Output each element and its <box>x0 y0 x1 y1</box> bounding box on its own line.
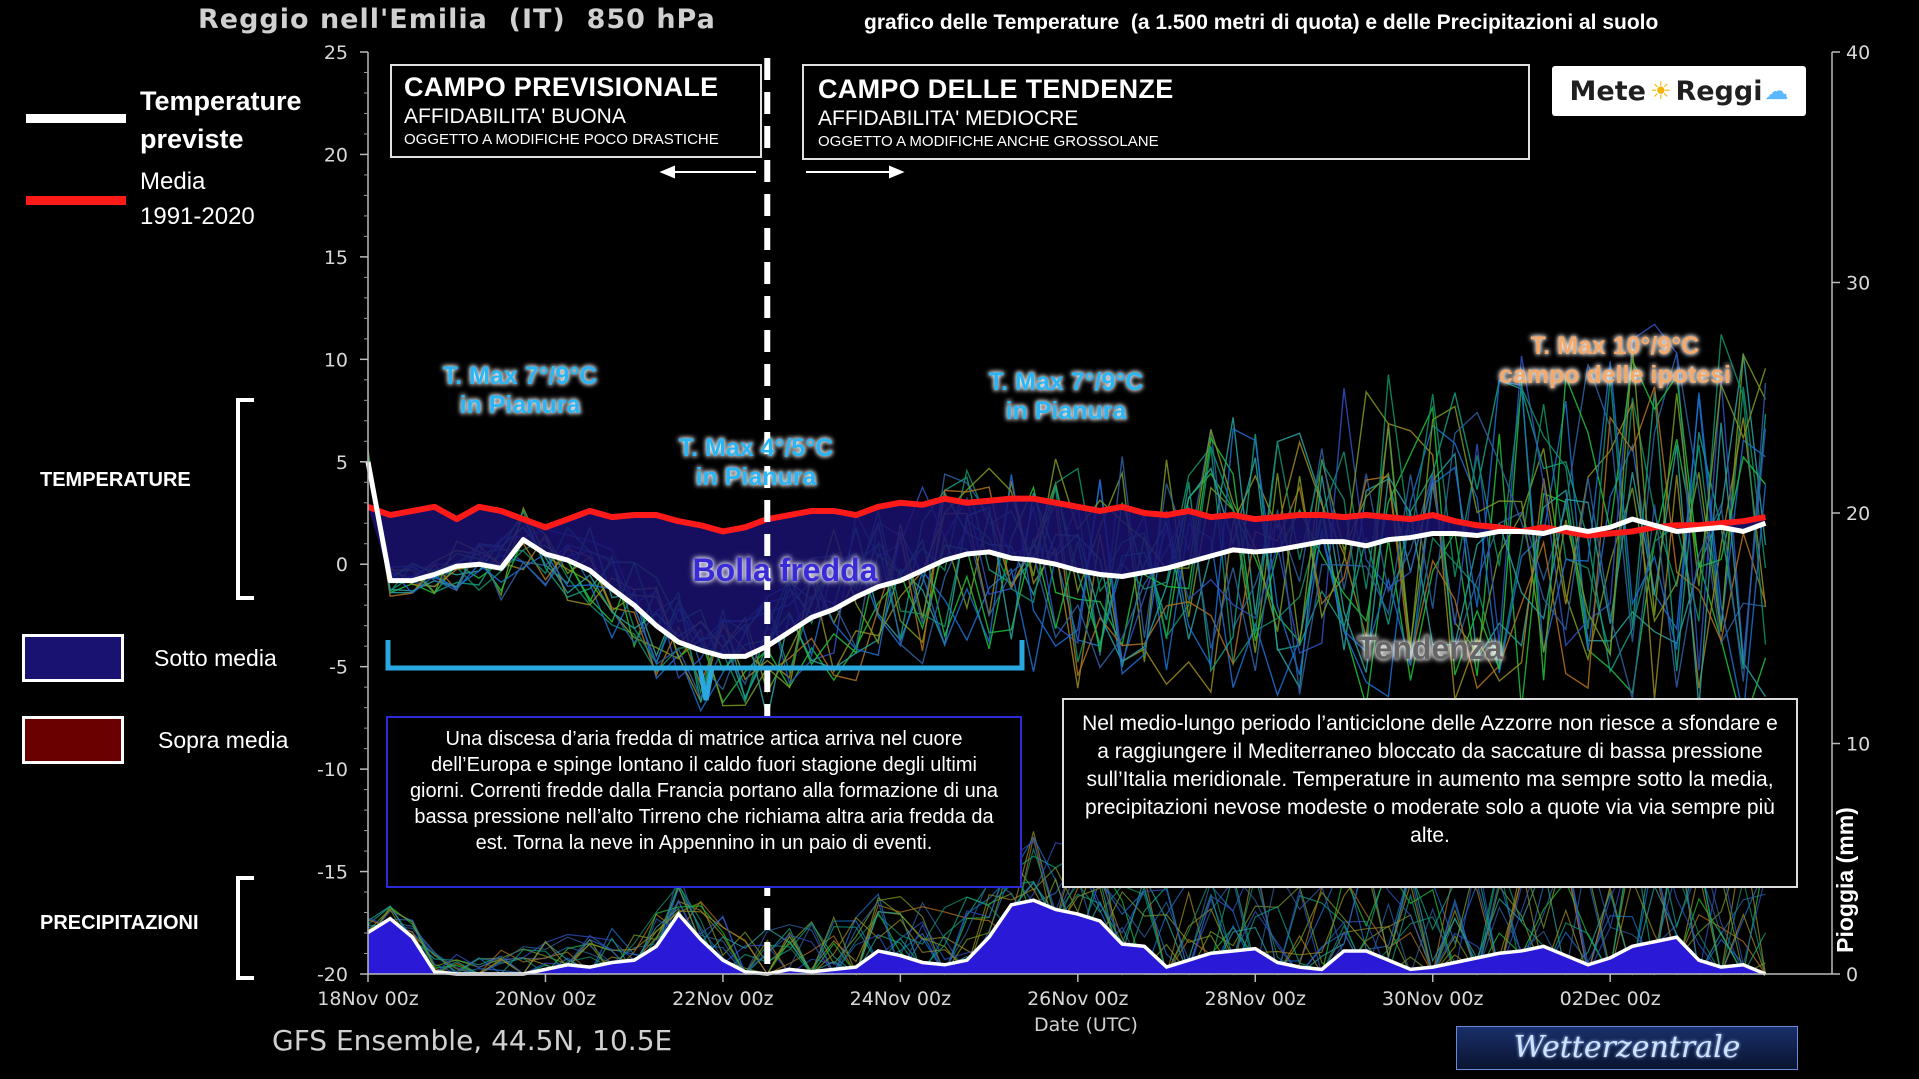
tmax-annotation-1-line2: in Pianura <box>459 391 581 419</box>
precipitation-bracket <box>236 876 254 980</box>
legend-mean-label-2: 1991-2020 <box>140 203 255 230</box>
note-right: Nel medio-lungo periodo l’anticiclone de… <box>1062 698 1798 888</box>
wetterzentrale-brand: Wetterzentrale <box>1456 1026 1798 1070</box>
forecast-field-box: CAMPO PREVISIONALE AFFIDABILITA' BUONA O… <box>390 64 762 158</box>
forecast-temperature-line <box>365 461 1767 659</box>
below-mean-area <box>368 498 1766 657</box>
meteoreggio-logo: Mete ☀ Reggi ☁ <box>1552 66 1806 116</box>
tmax-annotation-3-line1: T. Max 7°/9°C <box>988 368 1144 396</box>
xaxis-title: Date (UTC) <box>1034 1014 1138 1036</box>
y2-tick-label: 40 <box>1846 42 1870 64</box>
forecast-field-reliability: AFFIDABILITA' BUONA <box>404 105 626 128</box>
logo-text-b: Reggi <box>1675 75 1763 107</box>
legend-forecast-label-2: previste <box>140 124 244 154</box>
y2-axis-title: Pioggia (mm) <box>1832 807 1858 953</box>
y-tick-label: -10 <box>317 759 348 781</box>
section-temperature-label: TEMPERATURE <box>40 469 191 491</box>
x-tick-label: 26Nov 00z <box>1027 988 1128 1010</box>
forecast-field-note: OGGETTO A MODIFICHE POCO DRASTICHE <box>404 131 719 148</box>
y-tick-label: 25 <box>324 42 348 64</box>
forecast-field-title: CAMPO PREVISIONALE <box>404 72 719 102</box>
tmax-annotation-2: T. Max 4°/5°C in Pianura <box>636 434 876 492</box>
temperature-bracket <box>236 398 254 600</box>
tmax-annotation-3-line2: in Pianura <box>1005 397 1127 425</box>
precipitation-mean-line <box>367 898 1767 976</box>
y-tick-label: -20 <box>317 964 348 986</box>
y-tick-label: 5 <box>336 452 348 474</box>
tmax-annotation-2-line1: T. Max 4°/5°C <box>678 434 834 462</box>
mean-1991-2020-line <box>366 495 1766 539</box>
y-tick-label: 15 <box>324 247 348 269</box>
x-tick-label: 02Dec 00z <box>1560 988 1661 1010</box>
legend-above-label: Sopra media <box>158 727 289 753</box>
legend-forecast-label-1: Temperature <box>140 86 302 116</box>
ensemble-member-temp <box>367 361 1767 716</box>
tmax-annotation-4-line1: T. Max 10°/9°C <box>1530 332 1700 360</box>
legend-below-label: Sotto media <box>154 645 277 671</box>
x-tick-label: 28Nov 00z <box>1205 988 1306 1010</box>
tmax-annotation-1-line1: T. Max 7°/9°C <box>442 362 598 390</box>
chart-title: Reggio nell'Emilia (IT) 850 hPa <box>198 4 716 35</box>
ensemble-member-temp <box>367 400 1767 704</box>
legend-forecast-swatch <box>26 114 126 123</box>
y2-tick-label: 10 <box>1846 734 1870 756</box>
trend-label: Tendenza <box>1357 630 1503 666</box>
tmax-annotation-4: T. Max 10°/9°C campo delle ipotesi <box>1450 332 1780 390</box>
tmax-annotation-3: T. Max 7°/9°C in Pianura <box>946 368 1186 426</box>
trend-field-box: CAMPO DELLE TENDENZE AFFIDABILITA' MEDIO… <box>802 64 1530 160</box>
x-tick-label: 30Nov 00z <box>1382 988 1483 1010</box>
sun-icon: ☀ <box>1649 77 1672 105</box>
cloud-sun-icon: ☁ <box>1764 77 1789 105</box>
legend-above-swatch <box>22 716 124 764</box>
x-tick-label: 20Nov 00z <box>495 988 596 1010</box>
y-tick-label: 10 <box>324 349 348 371</box>
trend-field-title: CAMPO DELLE TENDENZE <box>818 74 1174 104</box>
ensemble-member-temp <box>367 348 1767 694</box>
x-tick-label: 22Nov 00z <box>672 988 773 1010</box>
tmax-annotation-2-line2: in Pianura <box>695 463 817 491</box>
cold-bubble-label: Bolla fredda <box>692 552 878 588</box>
note-left: Una discesa d’aria fredda di matrice art… <box>386 716 1022 888</box>
y2-tick-label: 20 <box>1846 503 1870 525</box>
ensemble-member-precip <box>367 838 1766 976</box>
legend-below-swatch <box>22 634 124 682</box>
trend-field-reliability: AFFIDABILITA' MEDIOCRE <box>818 107 1079 130</box>
legend-mean-label-1: Media <box>140 168 206 195</box>
tmax-annotation-1: T. Max 7°/9°C in Pianura <box>400 362 640 420</box>
chart-subtitle: grafico delle Temperature (a 1.500 metri… <box>864 11 1659 34</box>
y-tick-label: -5 <box>329 657 348 679</box>
y-tick-label: 0 <box>336 554 348 576</box>
y-tick-label: 20 <box>324 144 348 166</box>
tmax-annotation-4-line2: campo delle ipotesi <box>1498 361 1731 389</box>
section-precipitation-label: PRECIPITAZIONI <box>40 912 199 934</box>
trend-field-note: OGGETTO A MODIFICHE ANCHE GROSSOLANE <box>818 133 1159 150</box>
ensemble-member-temp <box>367 386 1767 705</box>
y-tick-label: -15 <box>317 862 348 884</box>
y2-tick-label: 0 <box>1846 964 1858 986</box>
logo-text-a: Mete <box>1569 75 1646 107</box>
y2-tick-label: 30 <box>1846 273 1870 295</box>
x-tick-label: 18Nov 00z <box>317 988 418 1010</box>
model-label: GFS Ensemble, 44.5N, 10.5E <box>272 1024 673 1057</box>
x-tick-label: 24Nov 00z <box>850 988 951 1010</box>
legend-mean-swatch <box>26 196 126 205</box>
